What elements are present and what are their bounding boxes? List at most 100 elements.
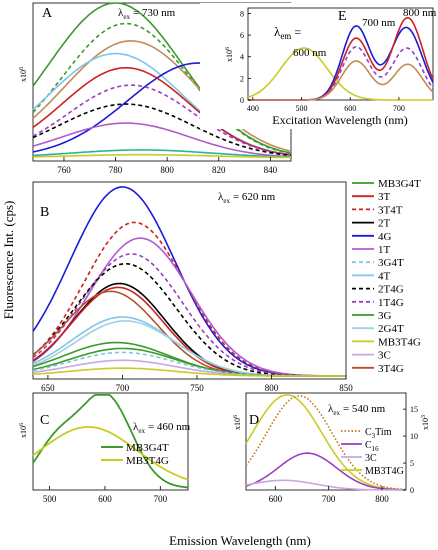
legend-label: MB3G4T <box>378 178 421 190</box>
panel-c: C x106 λex = 460 nm 500 600 700 MB3G4TMB3T4… <box>19 392 191 504</box>
panel-d-letter: D <box>249 413 259 428</box>
panel-e-letter: E <box>338 9 347 24</box>
panel-d-series-line <box>245 395 407 491</box>
legend-label: 3T4T <box>378 204 403 216</box>
panel-a-series-line <box>32 149 291 158</box>
panel-a-series-line <box>32 67 292 156</box>
panel-d-right-tick-label: 10 <box>410 432 418 441</box>
panel-e-x-tick-label: 500 <box>296 104 308 113</box>
panel-b-frame <box>32 181 347 380</box>
panel-e-series <box>247 17 434 101</box>
panel-a-x-tick-label: 840 <box>264 165 278 175</box>
x-axis-label: Emission Wavelength (nm) <box>169 533 311 548</box>
panel-e-frame <box>247 7 434 101</box>
panel-d-ticks: 600 700 800 0 5 10 15 <box>269 405 418 504</box>
panel-c-series <box>32 394 189 489</box>
legend-label: 3T <box>378 191 391 203</box>
panel-d-x-tick-label: 700 <box>322 494 336 504</box>
panel-e-y-tick-label: 0 <box>240 96 244 105</box>
panel-a-annotation: λex = 730 nm <box>118 7 176 21</box>
panel-d-series-line <box>245 394 407 491</box>
panel-e-label-600: 600 nm <box>293 47 327 59</box>
panel-e-ticks: 400 500 600 700 0 2 4 6 8 <box>240 9 405 113</box>
legend-label: 3G4T <box>378 257 404 269</box>
panel-e-inset-bg <box>200 3 436 129</box>
panel-b-x-tick-label: 850 <box>339 383 353 393</box>
panel-c-letter: C <box>40 413 49 428</box>
y-axis-label: Fluorescence Int. (cps) <box>1 201 16 320</box>
panel-d-annotation: λex = 540 nm <box>328 403 386 417</box>
panel-c-x-tick-label: 500 <box>43 494 57 504</box>
panel-c-frame <box>32 392 189 491</box>
legend-label: MB3G4T <box>126 442 169 454</box>
panel-e-y-tick-label: 8 <box>240 9 244 18</box>
panel-a-series-line <box>32 103 292 157</box>
panel-a-x-ticks: 760 780 800 820 840 <box>57 157 278 175</box>
panel-b-series-line <box>32 367 346 377</box>
panel-b-letter: B <box>40 205 49 220</box>
panel-e-series-line <box>248 60 434 101</box>
panel-b: B λex = 620 nm 650 700 750 800 850 MB3G4T3T3T… <box>32 178 421 393</box>
panel-e-y-tick-label: 6 <box>240 31 244 40</box>
panel-b-x-tick-label: 650 <box>41 383 55 393</box>
legend-label: MB3T4G <box>378 336 421 348</box>
legend-label: 3T4G <box>378 363 404 375</box>
panel-a-series-line <box>32 22 292 155</box>
legend-label: 3G <box>378 310 392 322</box>
panel-d-frame <box>245 392 407 491</box>
legend-label: C3Tim <box>365 427 392 440</box>
panel-a-multiplier: x106 <box>19 67 28 82</box>
panel-b-annotation: λex = 620 nm <box>218 191 276 205</box>
legend-label: 2G4T <box>378 323 404 335</box>
panel-e-series-line <box>247 47 433 101</box>
panel-b-x-tick-label: 750 <box>190 383 204 393</box>
legend-label: 4T <box>378 270 391 282</box>
panel-b-series <box>32 186 346 377</box>
panel-e-x-tick-label: 600 <box>344 104 356 113</box>
panel-e-label-800: 800 nm <box>403 7 437 19</box>
panel-d: D x106 x103 λex = 540 nm 600 700 800051015 … <box>233 392 430 504</box>
panel-c-annotation: λex = 460 nm <box>133 421 191 435</box>
panel-a-series-line <box>32 153 291 159</box>
panel-e-y-tick-label: 4 <box>240 53 244 62</box>
panel-d-right-tick-label: 0 <box>410 486 414 495</box>
panel-e-label-700: 700 nm <box>362 17 396 29</box>
panel-e-x-tick-label: 400 <box>247 104 259 113</box>
legend-label: 1T <box>378 244 391 256</box>
panel-c-series-line <box>32 394 189 489</box>
panel-d-right-tick-label: 15 <box>410 405 418 414</box>
legend-label: 4G <box>378 231 392 243</box>
legend-label: C16 <box>365 440 379 453</box>
panel-d-multiplier-left: x106 <box>233 415 242 430</box>
panel-d-multiplier-right: x103 <box>421 415 430 430</box>
panel-b-x-tick-label: 800 <box>265 383 279 393</box>
legend-label: MB3T4G <box>365 466 404 477</box>
panel-b-series-line <box>32 263 346 377</box>
panel-c-x-tick-label: 600 <box>98 494 112 504</box>
panel-e-x-tick-label: 700 <box>393 104 405 113</box>
legend-label: 2T4G <box>378 284 404 296</box>
panel-b-series-line <box>32 253 346 377</box>
legend-label: 2T <box>378 218 391 230</box>
legend-label: 3C <box>365 453 377 464</box>
panel-a-letter: A <box>42 6 53 21</box>
panel-a-x-tick-label: 800 <box>160 165 174 175</box>
panel-d-series <box>245 394 407 491</box>
legend-label: MB3T4G <box>126 455 169 467</box>
panel-a-series-line <box>32 40 292 153</box>
panel-a-x-tick-label: 780 <box>109 165 123 175</box>
panel-c-x-tick-label: 700 <box>154 494 168 504</box>
panel-b-series-line <box>32 221 346 377</box>
panel-e-multiplier: x106 <box>225 47 234 62</box>
panel-d-x-tick-label: 800 <box>375 494 389 504</box>
panel-d-right-tick-label: 5 <box>410 459 414 468</box>
legend-label: 3C <box>378 350 391 362</box>
panel-a-x-tick-label: 820 <box>212 165 226 175</box>
legend-label: 1T4G <box>378 297 404 309</box>
panel-e-y-tick-label: 2 <box>240 74 244 83</box>
panel-c-x-ticks: 500 600 700 <box>43 486 168 504</box>
